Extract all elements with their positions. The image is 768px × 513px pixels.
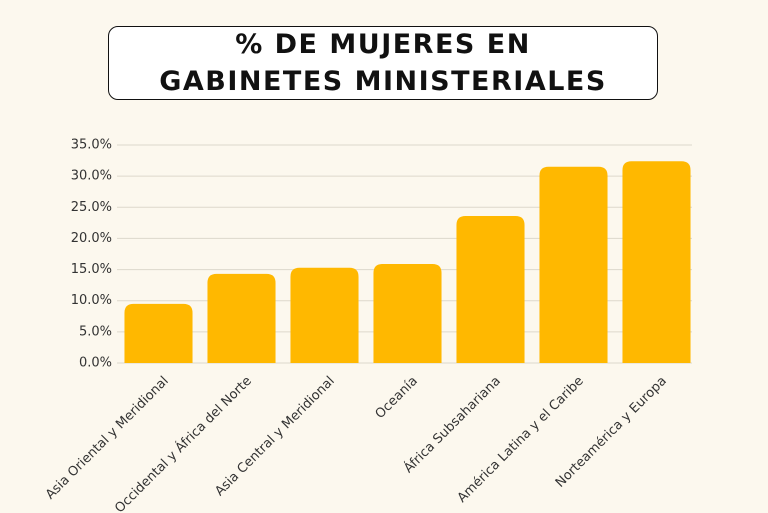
bar — [373, 263, 442, 363]
bar — [290, 267, 359, 363]
y-tick-label: 10.0% — [71, 293, 112, 308]
bar — [622, 161, 691, 363]
bar — [124, 303, 193, 363]
y-tick-label: 35.0% — [71, 138, 112, 153]
bar — [456, 216, 525, 363]
y-tick-label: 0.0% — [79, 356, 112, 371]
y-tick-label: 30.0% — [71, 169, 112, 184]
x-tick-label: Oceanía — [373, 374, 421, 422]
y-tick-label: 15.0% — [71, 262, 112, 277]
bar — [539, 166, 608, 363]
bar — [207, 273, 276, 363]
chart-title: % DE MUJERES EN GABINETES MINISTERIALES — [108, 26, 658, 100]
y-tick-label: 25.0% — [71, 200, 112, 215]
y-tick-label: 20.0% — [71, 231, 112, 246]
y-tick-label: 5.0% — [79, 324, 112, 339]
